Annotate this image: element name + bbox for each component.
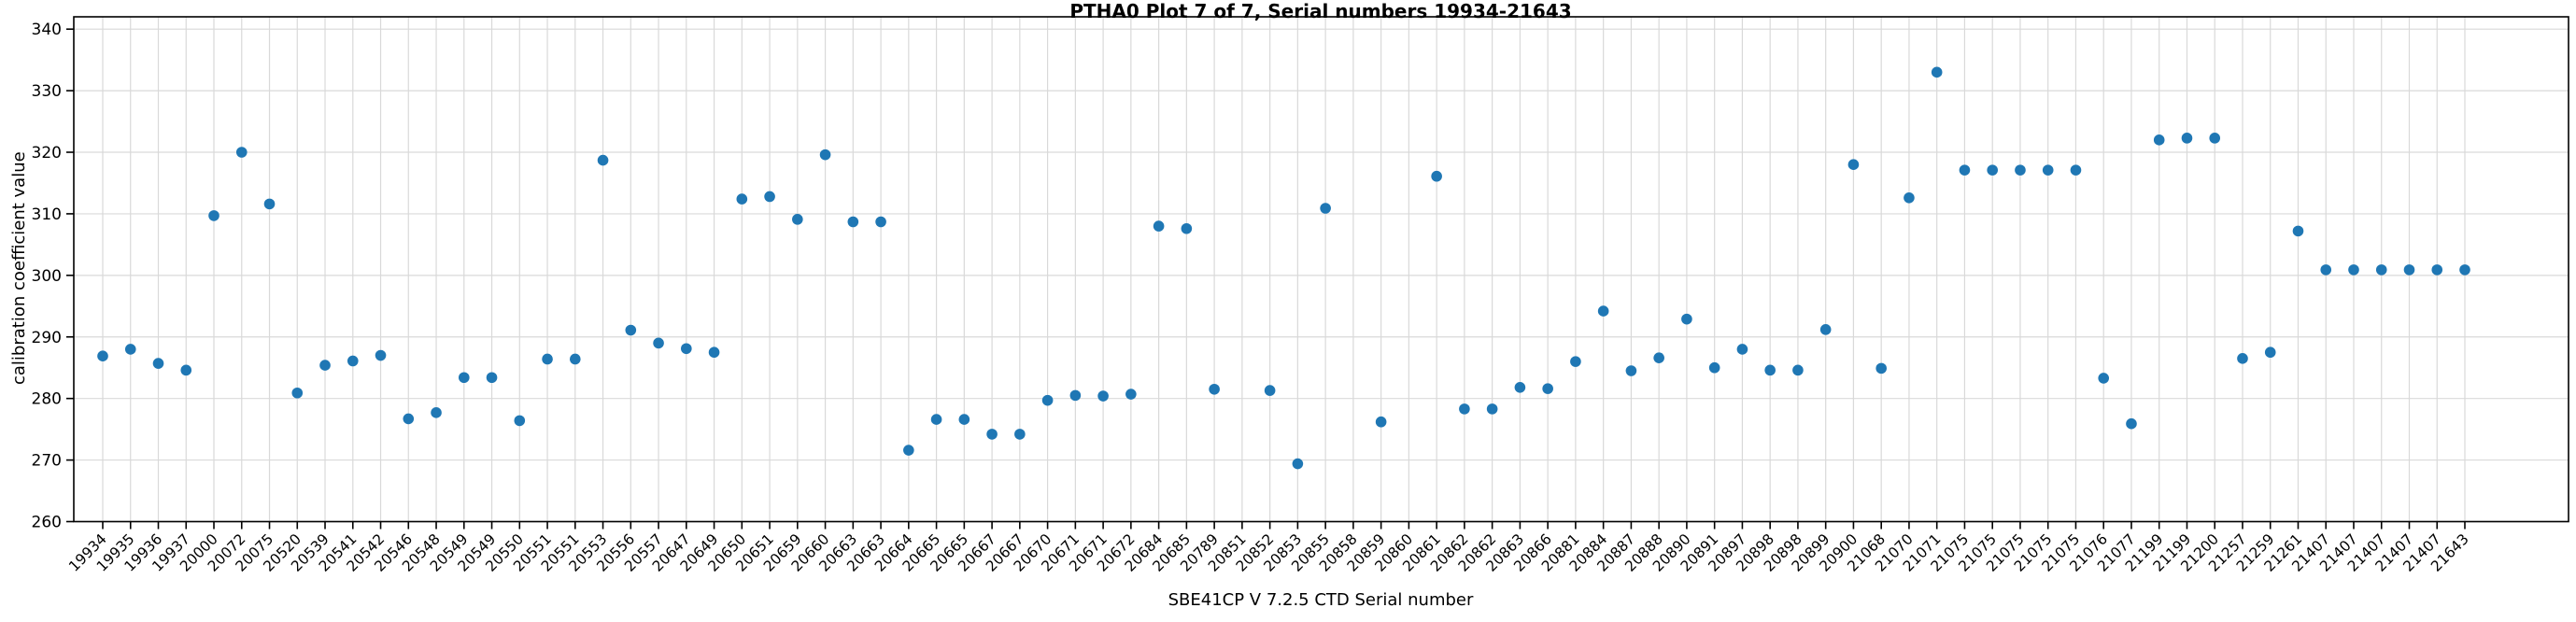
data-point	[1181, 222, 1193, 234]
data-point	[2153, 134, 2165, 146]
data-point	[764, 191, 775, 203]
data-point	[2126, 417, 2137, 430]
axes-box	[73, 16, 2569, 523]
y-tick-label: 320	[32, 144, 62, 163]
data-point	[1041, 394, 1054, 406]
data-point	[1486, 403, 1498, 415]
data-point	[97, 350, 108, 361]
data-point	[263, 198, 276, 210]
data-point	[403, 413, 415, 425]
data-point	[1764, 364, 1776, 376]
data-point	[1375, 416, 1387, 428]
data-point	[1570, 356, 1581, 367]
data-point	[1153, 220, 1165, 232]
data-point	[1125, 389, 1137, 400]
data-point	[208, 210, 219, 221]
data-point	[431, 407, 442, 418]
data-point	[1014, 429, 1026, 440]
y-tick-label: 340	[32, 21, 62, 39]
y-tick-label: 270	[32, 452, 62, 471]
y-axis-label: calibration coefficient value	[9, 151, 29, 385]
data-point	[903, 445, 914, 456]
data-point	[2375, 264, 2387, 276]
data-point	[2264, 346, 2276, 359]
x-axis-label: SBE41CP V 7.2.5 CTD Serial number	[1168, 590, 1474, 610]
data-point	[653, 337, 664, 349]
data-point	[1736, 344, 1748, 355]
data-point	[2292, 225, 2304, 237]
data-point	[1292, 458, 1304, 470]
y-tick-label: 290	[32, 329, 62, 347]
data-point	[2459, 264, 2470, 276]
data-point	[1987, 164, 1998, 176]
data-point	[1320, 203, 1331, 214]
data-point	[375, 349, 387, 361]
data-point	[2237, 353, 2248, 364]
data-point	[2098, 373, 2110, 384]
data-point	[1069, 389, 1082, 402]
data-point	[291, 387, 304, 399]
data-point	[1847, 159, 1860, 170]
data-point	[2181, 133, 2193, 144]
data-point	[1875, 362, 1887, 375]
data-point	[708, 346, 720, 359]
data-point	[958, 414, 970, 425]
data-point	[930, 414, 942, 425]
data-point	[1542, 383, 1553, 394]
data-point	[180, 364, 192, 376]
data-point	[1904, 191, 1915, 204]
data-point	[2431, 264, 2443, 276]
data-point	[570, 353, 581, 365]
data-point	[1459, 403, 1470, 415]
data-point	[819, 148, 831, 161]
data-point	[875, 216, 886, 228]
y-tick-label: 310	[32, 205, 62, 224]
data-point	[2042, 164, 2054, 176]
data-point	[625, 324, 637, 336]
data-point	[2348, 264, 2359, 276]
data-point	[514, 415, 526, 427]
data-point	[458, 372, 470, 384]
data-point	[736, 193, 748, 205]
data-point	[986, 429, 998, 440]
data-point	[124, 344, 136, 355]
data-point	[542, 353, 553, 365]
data-point	[1625, 365, 1637, 376]
data-point	[2070, 164, 2082, 176]
data-point	[1431, 170, 1442, 182]
data-point	[1209, 383, 1220, 395]
data-point	[2209, 133, 2221, 144]
data-point	[597, 154, 609, 166]
data-point	[1597, 305, 1609, 317]
data-point	[1959, 164, 1971, 176]
data-point	[1931, 66, 1943, 78]
data-point	[847, 216, 859, 228]
data-point	[1264, 385, 1276, 396]
data-point	[792, 214, 803, 225]
data-point	[1681, 313, 1692, 325]
data-point	[1819, 324, 1832, 335]
y-tick-label: 260	[32, 514, 62, 532]
y-tick-label: 330	[32, 82, 62, 101]
data-point	[486, 372, 498, 384]
data-point	[1097, 390, 1109, 402]
data-point	[2320, 264, 2332, 276]
y-tick-label: 300	[32, 267, 62, 286]
data-point	[152, 358, 164, 369]
data-point	[1653, 352, 1664, 363]
data-point	[319, 360, 331, 371]
chart-title: PTHA0 Plot 7 of 7, Serial numbers 19934-…	[1069, 0, 1572, 22]
data-point	[1514, 382, 1526, 393]
data-point	[2403, 264, 2415, 276]
y-tick-label: 280	[32, 390, 62, 409]
data-point	[681, 343, 692, 355]
data-point	[2015, 164, 2026, 176]
data-point	[1708, 361, 1720, 374]
data-point	[347, 355, 359, 367]
data-point	[235, 147, 248, 158]
data-point	[1792, 364, 1804, 376]
